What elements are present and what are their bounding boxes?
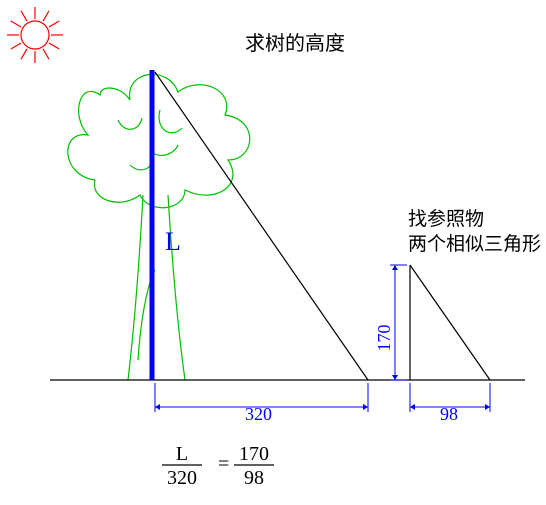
tree-shadow-hypotenuse xyxy=(155,72,368,380)
eq-rhs-den: 98 xyxy=(244,467,264,489)
dimension-170: 170 xyxy=(374,265,407,380)
title-label: 求树的高度 xyxy=(245,32,345,55)
dimension-98-label: 98 xyxy=(440,404,458,424)
equation: L320 = 17098 xyxy=(162,443,274,489)
pole-label-L: L xyxy=(165,227,181,256)
eq-equals: = xyxy=(218,453,229,475)
ref-label-2: 两个相似三角形 xyxy=(408,233,541,255)
sun-icon xyxy=(7,7,63,63)
eq-lhs-num: L xyxy=(176,443,188,465)
reference-triangle xyxy=(410,265,490,380)
eq-rhs-num: 170 xyxy=(239,443,269,465)
dimension-320: 320 xyxy=(155,383,368,424)
dimension-98: 98 xyxy=(410,383,490,424)
dimension-170-label: 170 xyxy=(374,325,394,352)
tree-outline xyxy=(68,74,250,380)
ref-label-1: 找参照物 xyxy=(408,208,484,230)
eq-lhs-den: 320 xyxy=(167,467,197,489)
dimension-320-label: 320 xyxy=(245,404,272,424)
